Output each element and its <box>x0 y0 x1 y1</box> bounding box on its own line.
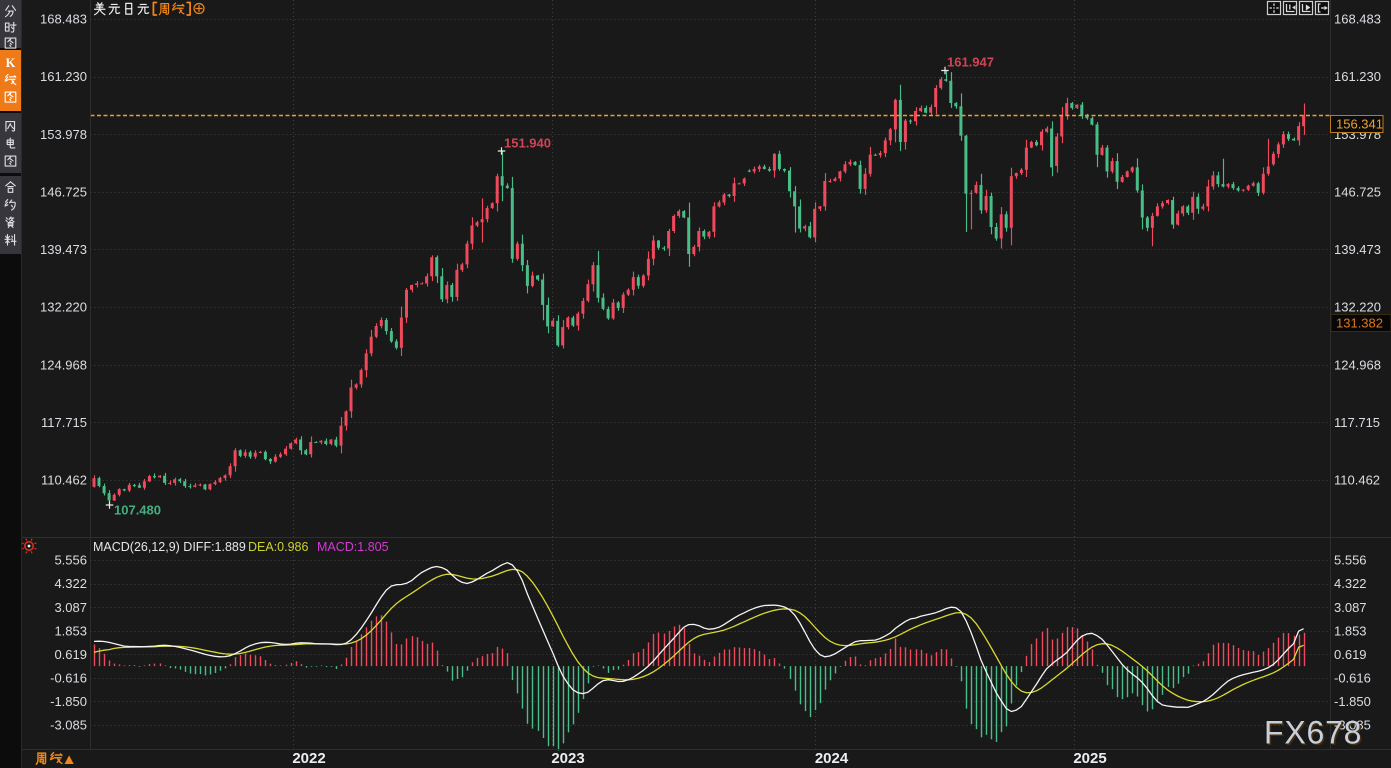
svg-text:168.483: 168.483 <box>40 12 87 27</box>
svg-text:-3.085: -3.085 <box>50 718 87 733</box>
svg-text:151.940: 151.940 <box>504 136 551 151</box>
svg-text:168.483: 168.483 <box>1334 12 1381 27</box>
svg-text:-1.850: -1.850 <box>50 694 87 709</box>
svg-text:3.087: 3.087 <box>1334 600 1367 615</box>
svg-text:161.230: 161.230 <box>1334 69 1381 84</box>
svg-text:124.968: 124.968 <box>40 357 87 372</box>
svg-text:146.725: 146.725 <box>40 185 87 200</box>
svg-text:-3.085: -3.085 <box>1334 718 1371 733</box>
svg-text:3.087: 3.087 <box>54 600 87 615</box>
svg-text:132.220: 132.220 <box>40 300 87 315</box>
svg-text:2023: 2023 <box>551 750 584 767</box>
svg-text:1.853: 1.853 <box>54 623 87 638</box>
svg-text:2024: 2024 <box>815 750 849 767</box>
svg-text:4.322: 4.322 <box>1334 576 1367 591</box>
svg-text:107.480: 107.480 <box>114 503 161 518</box>
svg-text:131.382: 131.382 <box>1336 316 1383 331</box>
svg-text:2025: 2025 <box>1073 750 1106 767</box>
svg-text:139.473: 139.473 <box>1334 242 1381 257</box>
svg-text:5.556: 5.556 <box>54 553 87 568</box>
svg-text:110.462: 110.462 <box>41 473 87 488</box>
svg-text:-0.616: -0.616 <box>1334 671 1371 686</box>
svg-text:5.556: 5.556 <box>1334 553 1367 568</box>
svg-text:K: K <box>6 56 16 70</box>
svg-text:161.947: 161.947 <box>947 55 994 70</box>
svg-text:MACD:1.805: MACD:1.805 <box>317 540 389 554</box>
svg-text:-1.850: -1.850 <box>1334 694 1371 709</box>
svg-text:124.968: 124.968 <box>1334 357 1381 372</box>
svg-text:146.725: 146.725 <box>1334 185 1381 200</box>
svg-text:0.619: 0.619 <box>1334 647 1367 662</box>
svg-text:117.715: 117.715 <box>1334 415 1380 430</box>
svg-text:153.978: 153.978 <box>40 127 87 142</box>
svg-text:132.220: 132.220 <box>1334 300 1381 315</box>
svg-text:0.619: 0.619 <box>54 647 87 662</box>
svg-text:139.473: 139.473 <box>40 242 87 257</box>
svg-text:FX678: FX678 <box>1264 715 1362 751</box>
svg-text:117.715: 117.715 <box>41 415 87 430</box>
svg-text:110.462: 110.462 <box>1334 473 1380 488</box>
svg-text:1.853: 1.853 <box>1334 623 1367 638</box>
svg-text:4.322: 4.322 <box>54 576 87 591</box>
svg-text:161.230: 161.230 <box>40 69 87 84</box>
svg-text:156.341: 156.341 <box>1336 117 1383 132</box>
svg-text:MACD(26,12,9) DIFF:1.889: MACD(26,12,9) DIFF:1.889 <box>93 540 246 554</box>
svg-text:-0.616: -0.616 <box>50 671 87 686</box>
svg-text:2022: 2022 <box>292 750 325 767</box>
svg-text:FX678: FX678 <box>1266 716 1364 752</box>
svg-text:DEA:0.986: DEA:0.986 <box>248 540 309 554</box>
